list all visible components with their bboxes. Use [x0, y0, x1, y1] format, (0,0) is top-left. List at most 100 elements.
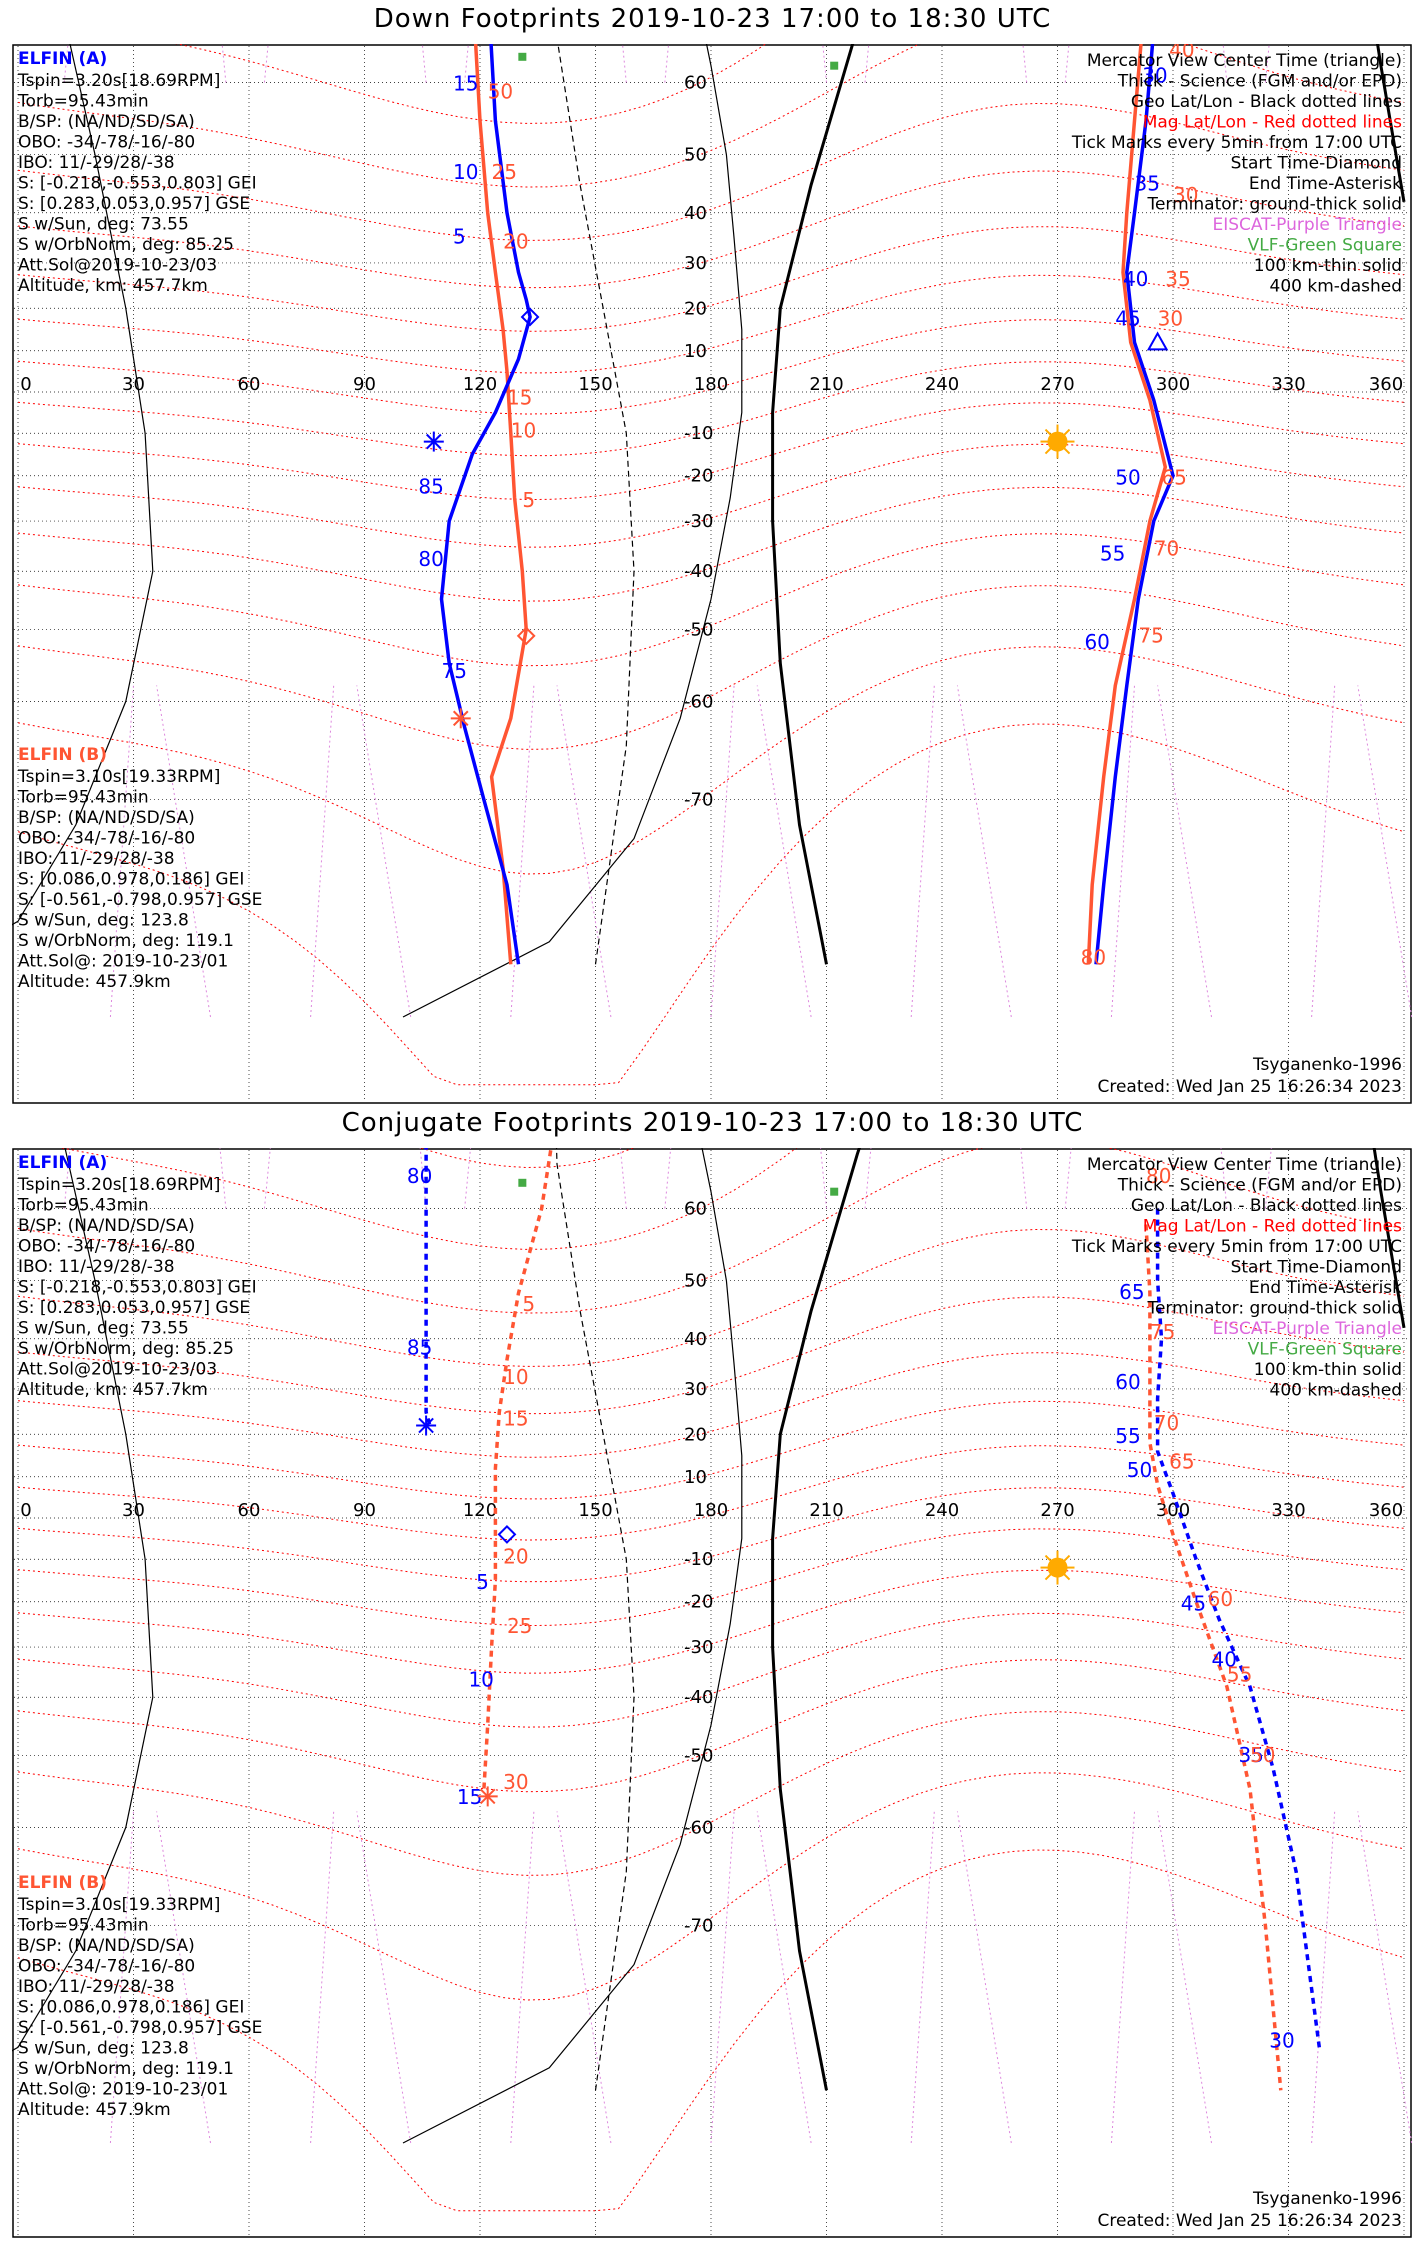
elfin-b-info-line: B/SP: (NA/ND/SD/SA) [18, 808, 195, 828]
longitude-tick-label: 150 [578, 374, 612, 395]
elfin-b-time-tick-label: 10 [511, 418, 536, 442]
elfin-b-info-line: S: [0.086,0.978,0.186] GEI [18, 870, 244, 890]
terminator-100km [12, 44, 154, 926]
latitude-tick-label: -50 [684, 1745, 713, 1766]
created-footer: Created: Wed Jan 25 16:26:34 2023 [1097, 2211, 1402, 2231]
mag-longitude-line [356, 1811, 412, 2144]
mag-latitude-line [17, 1612, 1405, 1728]
mag-latitude-line [17, 102, 1405, 241]
latitude-tick-label: 30 [684, 253, 707, 274]
mag-longitude-line [1357, 685, 1412, 1018]
mag-latitude-line [17, 274, 1405, 374]
legend-entry: 400 km-dashed [1270, 1381, 1402, 1401]
terminator-ground-right [1372, 1148, 1406, 1329]
elfin-b-time-tick-label: 10 [503, 1365, 528, 1389]
elfin-b-time-tick-label: 20 [503, 1544, 528, 1568]
elfin-a-info-line: IBO: 11/-29/28/-38 [18, 1257, 175, 1277]
legend-entry: Tick Marks every 5min from 17:00 UTC [1071, 1237, 1402, 1257]
longitude-tick-label: 300 [1156, 1500, 1190, 1521]
mag-latitude-line [17, 1528, 1405, 1627]
elfin-a-time-tick-label: 85 [418, 474, 443, 498]
elfin-b-time-tick-label: 25 [492, 160, 517, 184]
elfin-b-track-east [1144, 1224, 1283, 2091]
elfin-b-info-line: Att.Sol@: 2019-10-23/01 [18, 2080, 228, 2100]
mag-longitude-line [356, 685, 412, 1018]
elfin-b-track-east [1086, 44, 1168, 965]
legend-entry: Tick Marks every 5min from 17:00 UTC [1071, 133, 1402, 153]
elfin-b-time-tick-label: 30 [1173, 183, 1198, 207]
elfin-b-time-tick-label: 75 [1150, 1320, 1175, 1344]
latitude-tick-label: -10 [684, 1549, 713, 1570]
latitude-tick-label: 50 [684, 1271, 707, 1292]
latitude-tick-label: -40 [684, 1687, 713, 1708]
mag-longitude-line [956, 1811, 1012, 2144]
mag-longitude-line [156, 1811, 211, 2144]
asterisk-stroke [418, 1417, 434, 1434]
mag-latitude-line [59, 1148, 798, 1250]
elfin-b-time-tick-label: 25 [507, 1614, 532, 1638]
panel-title-conjugate: Conjugate Footprints 2019-10-23 17:00 to… [341, 1108, 1084, 1138]
elfin-a-time-tick-label: 65 [1119, 1280, 1144, 1304]
latitude-tick-label: 60 [684, 73, 707, 94]
elfin-b-time-tick-label: 50 [488, 80, 513, 104]
elfin-a-time-tick-label: 45 [1115, 307, 1140, 331]
elfin-b-time-tick-label: 5 [522, 488, 535, 512]
longitude-tick-label: 270 [1040, 374, 1074, 395]
sun-ray [1063, 447, 1071, 455]
elfin-b-time-tick-label: 15 [503, 1406, 528, 1430]
elfin-a-time-tick-label: 15 [453, 72, 478, 96]
longitude-tick-label: 300 [1156, 374, 1190, 395]
mag-longitude-line [156, 685, 211, 1018]
vlf-station-marker [518, 1178, 527, 1187]
elfin-b-info-line: S: [-0.561,-0.798,0.957] GSE [18, 890, 262, 910]
mag-latitude-line [17, 486, 1405, 602]
mag-latitude-line [17, 361, 1405, 457]
mag-latitude-line [17, 1296, 1405, 1415]
mag-longitude-line [710, 1811, 735, 2144]
elfin-b-time-tick-label: 80 [1146, 1164, 1171, 1188]
mag-longitude-line [910, 1811, 935, 2144]
latitude-tick-label: -30 [684, 511, 713, 532]
elfin-a-time-tick-label: 50 [1127, 1458, 1152, 1482]
longitude-tick-label: 120 [463, 1500, 497, 1521]
longitude-tick-label: 210 [809, 1500, 843, 1521]
asterisk-stroke [426, 433, 442, 450]
sun-icon [1040, 424, 1075, 459]
elfin-b-info-line: IBO: 11/-29/28/-38 [18, 1977, 175, 1997]
longitude-tick-label: 240 [925, 374, 959, 395]
elfin-a-info-line: S w/Sun, deg: 73.55 [18, 215, 189, 235]
mag-latitude-line [17, 533, 1405, 667]
asterisk-stroke [452, 710, 469, 727]
elfin-a-time-tick-label: 80 [407, 1164, 432, 1188]
mag-latitude-line [17, 646, 1405, 875]
mag-latitude-line [175, 44, 767, 124]
elfin-a-info-line: S w/Sun, deg: 73.55 [18, 1319, 189, 1339]
elfin-a-heading: ELFIN (A) [18, 1153, 107, 1173]
elfin-b-info-line: S w/OrbNorm, deg: 119.1 [18, 931, 234, 951]
latitude-tick-label: 20 [684, 298, 707, 319]
legend-entry: Mag Lat/Lon - Red dotted lines [1143, 113, 1402, 133]
elfin-b-info-line: OBO: -34/-78/-16/-80 [18, 1957, 195, 1977]
latitude-tick-label: 40 [684, 1329, 707, 1350]
longitude-tick-label: 0 [20, 1500, 31, 1521]
legend-entry: 100 km-thin solid [1254, 1360, 1402, 1380]
elfin-a-info-line: IBO: 11/-29/28/-38 [18, 153, 175, 173]
legend-entry: Terminator: ground-thick solid [1146, 1299, 1402, 1319]
map-panel-down: 0 30 60 90 120 150 180 210 240 270 300 330 360 60 50 40… [12, 44, 1412, 1104]
legend-entry: Mercator View Center Time (triangle) [1087, 51, 1402, 71]
latitude-tick-label: -60 [684, 1817, 713, 1838]
elfin-b-time-tick-label: 30 [1158, 307, 1183, 331]
elfin-a-time-tick-label: 80 [418, 547, 443, 571]
mag-latitude-line [17, 1569, 1405, 1674]
elfin-a-info-line: B/SP: (NA/ND/SD/SA) [18, 1216, 195, 1236]
longitude-tick-label: 90 [353, 374, 376, 395]
legend-entry: 100 km-thin solid [1254, 256, 1402, 276]
terminator-400km [557, 44, 635, 965]
elfin-a-time-tick-label: 5 [476, 1570, 489, 1594]
elfin-b-time-tick-label: 20 [503, 230, 528, 254]
elfin-b-info-line: OBO: -34/-78/-16/-80 [18, 829, 195, 849]
terminator-ground [771, 44, 855, 965]
elfin-a-time-tick-label: 85 [407, 1335, 432, 1359]
mag-latitude-line [17, 1487, 1405, 1583]
elfin-b-heading: ELFIN (B) [18, 745, 107, 765]
